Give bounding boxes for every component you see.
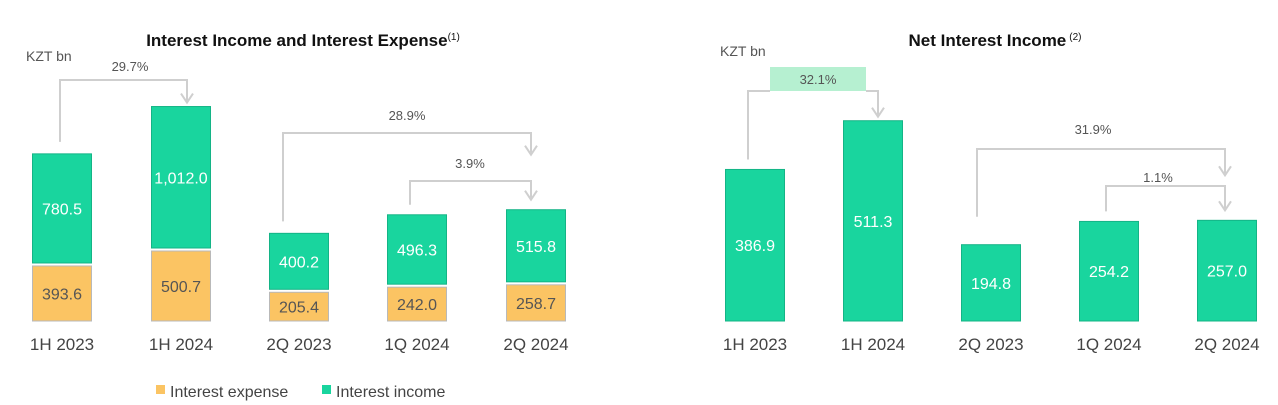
category-label: 2Q 2024 <box>1194 335 1259 354</box>
left-chart-title: Interest Income and Interest Expense(1) <box>146 31 460 50</box>
growth-arrow-1h-head <box>871 107 885 119</box>
expense-value-label: 500.7 <box>161 279 201 296</box>
growth-label: 29.7% <box>112 59 149 74</box>
income-value-label: 515.8 <box>516 239 556 256</box>
legend-label-expense: Interest expense <box>170 384 288 401</box>
category-label: 2Q 2023 <box>266 335 331 354</box>
growth-arrow-1h <box>59 79 188 142</box>
nii-bar <box>1079 220 1139 322</box>
nii-value-label: 386.9 <box>735 238 775 255</box>
left-unit-label: KZT bn <box>26 48 72 64</box>
growth-label: 28.9% <box>389 108 426 123</box>
expense-bar <box>506 284 566 322</box>
nii-bar <box>843 120 903 322</box>
growth-badge <box>770 67 866 91</box>
income-value-label: 1,012.0 <box>154 170 207 187</box>
income-value-label: 400.2 <box>279 254 319 271</box>
right-chart-title: Net Interest Income (2) <box>909 31 1082 50</box>
legend: Interest expense Interest income <box>156 384 445 401</box>
growth-arrow-1h <box>747 90 770 160</box>
category-label: 2Q 2023 <box>958 335 1023 354</box>
expense-bar <box>387 286 447 322</box>
income-value-label: 780.5 <box>42 201 82 218</box>
expense-value-label: 205.4 <box>279 300 319 317</box>
income-bar <box>387 214 447 285</box>
category-label: 1Q 2024 <box>1076 335 1141 354</box>
legend-swatch-expense <box>156 385 165 394</box>
income-value-label: 496.3 <box>397 242 437 259</box>
left-plot-area: 393.6 780.5 1H 2023 500.7 1,012.0 1H 2024 205.… <box>30 59 569 354</box>
nii-value-label: 194.8 <box>971 276 1011 293</box>
legend-label-income: Interest income <box>336 384 445 401</box>
income-bar <box>269 232 329 290</box>
growth-arrow-qoq <box>1105 185 1226 212</box>
expense-bar <box>269 291 329 322</box>
growth-arrow-1h-right <box>866 90 879 115</box>
expense-bar <box>151 250 211 322</box>
nii-value-label: 511.3 <box>854 214 893 231</box>
category-label: 1H 2024 <box>841 335 905 354</box>
right-plot-area: 386.9 1H 2023 511.3 1H 2024 194.8 2Q 2023 254.… <box>723 67 1260 354</box>
category-label: 1H 2024 <box>149 335 213 354</box>
nii-bar <box>725 168 785 322</box>
growth-label: 3.9% <box>455 156 485 171</box>
growth-arrow-2q <box>976 148 1226 217</box>
growth-label: 32.1% <box>800 72 837 87</box>
nii-value-label: 257.0 <box>1207 264 1247 281</box>
growth-label: 1.1% <box>1143 170 1173 185</box>
growth-arrow-qoq-head <box>524 190 538 202</box>
growth-arrow-1h-head <box>180 92 194 105</box>
nii-bar <box>1197 219 1257 322</box>
income-bar <box>151 106 211 249</box>
category-label: 1Q 2024 <box>384 335 449 354</box>
category-label: 1H 2023 <box>723 335 787 354</box>
expense-value-label: 242.0 <box>397 297 437 314</box>
nii-value-label: 254.2 <box>1089 264 1129 281</box>
growth-arrow-2q <box>282 132 532 222</box>
growth-label: 31.9% <box>1075 122 1112 137</box>
growth-arrow-qoq <box>409 180 532 205</box>
growth-arrow-2q-head <box>524 145 538 157</box>
growth-arrow-2q-head <box>1218 165 1232 178</box>
expense-bar <box>32 265 92 322</box>
category-label: 1H 2023 <box>30 335 94 354</box>
growth-arrow-qoq-head <box>1218 200 1232 213</box>
category-label: 2Q 2024 <box>503 335 568 354</box>
income-bar <box>506 209 566 283</box>
right-unit-label: KZT bn <box>720 43 766 59</box>
expense-value-label: 393.6 <box>42 286 82 303</box>
expense-value-label: 258.7 <box>516 296 556 313</box>
income-bar <box>32 153 92 264</box>
legend-swatch-income <box>322 385 331 394</box>
nii-bar <box>961 244 1021 322</box>
